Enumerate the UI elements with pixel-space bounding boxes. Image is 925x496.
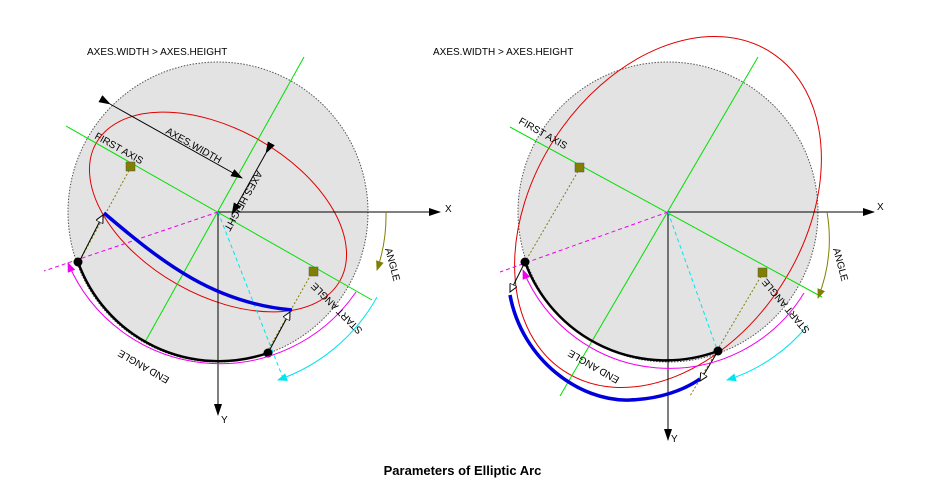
right-projection-1 (510, 261, 526, 292)
left-projection-1 (78, 215, 103, 263)
right-end-angle-arc (522, 269, 805, 369)
left-heading: AXES.WIDTH > AXES.HEIGHT (87, 47, 227, 58)
left-circle-arc (76, 261, 269, 363)
right-ellipse (514, 36, 822, 388)
left-y-label: Y (221, 415, 228, 426)
left-diagram: AXES.WIDTH > AXES.HEIGHT X Y (43, 47, 452, 426)
left-olive-square-2 (308, 266, 319, 277)
right-elliptic-arc (508, 294, 701, 402)
left-projection-2 (267, 312, 290, 354)
right-y-label: Y (671, 434, 678, 445)
right-x-label: X (877, 202, 884, 213)
left-axes-height-dimension (231, 141, 275, 215)
left-x-label: X (445, 204, 452, 215)
right-olive-square-2 (757, 267, 768, 278)
right-angle-label: ANGLE (830, 247, 849, 283)
right-start-angle-line (667, 211, 719, 353)
left-end-angle-line (43, 211, 219, 272)
right-end-point (520, 257, 530, 267)
right-end-angle-label: END ANGLE (566, 347, 621, 385)
right-angle-arc (817, 211, 830, 299)
left-end-angle-arc (67, 262, 357, 365)
right-olive-square-1 (574, 162, 585, 173)
left-elliptic-arc (102, 211, 293, 312)
right-projection-2 (700, 350, 719, 381)
left-angle-label: ANGLE (382, 247, 401, 283)
left-olive-dash-2 (266, 270, 314, 353)
left-axes-width-dimension (98, 95, 243, 179)
right-start-point (713, 346, 723, 356)
left-end-point (73, 257, 83, 267)
left-end-angle-label: END ANGLE (116, 347, 171, 385)
right-heading: AXES.WIDTH > AXES.HEIGHT (433, 47, 573, 58)
left-angle-arc (376, 211, 387, 271)
diagram-caption: Parameters of Elliptic Arc (383, 463, 542, 478)
left-start-point (263, 348, 273, 358)
left-start-angle-line (217, 211, 284, 379)
left-start-angle-arc (277, 296, 378, 381)
right-circle-arc (523, 261, 719, 362)
right-second-axis-line (559, 56, 759, 397)
right-diagram: AXES.WIDTH > AXES.HEIGHT X Y (433, 36, 884, 445)
right-start-angle-arc (726, 324, 809, 382)
left-second-axis-line (144, 56, 305, 343)
right-first-axis-line (509, 126, 823, 298)
